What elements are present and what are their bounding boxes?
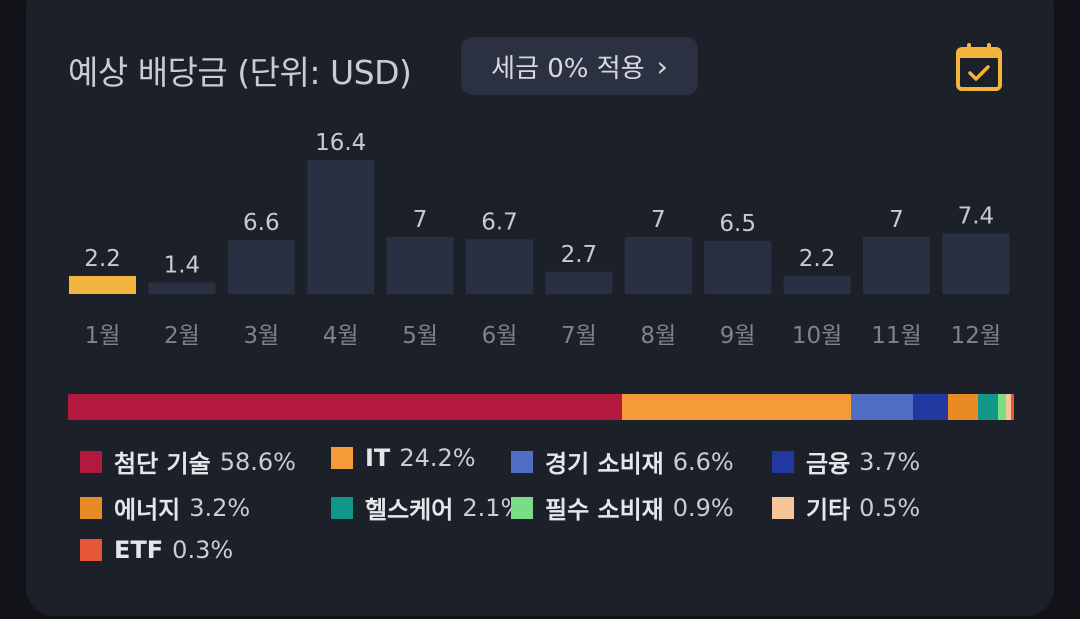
bar-8[interactable] — [624, 236, 692, 294]
legend-percent: 0.3% — [172, 536, 234, 564]
month-tick-label: 10월 — [792, 323, 842, 349]
tax-apply-button[interactable]: 세금 0% 적용 › — [461, 37, 698, 95]
sector-legend: 첨단 기술 58.6% IT 24.2% 경기 소비재 6.6% 금융 3.7% 에너지 3.2%… — [80, 444, 1030, 582]
bar-value-label: 16.4 — [315, 130, 366, 156]
bar-value-label: 7 — [651, 207, 666, 233]
legend-item[interactable]: 필수 소비재 0.9% — [511, 490, 734, 525]
legend-percent: 0.5% — [859, 493, 921, 522]
legend-swatch — [80, 539, 102, 561]
bar-11[interactable] — [863, 236, 930, 294]
month-tick-label: 9월 — [720, 323, 756, 349]
bar-5[interactable] — [386, 236, 454, 294]
legend-row: ETF 0.3% — [80, 536, 1030, 582]
legend-item[interactable]: 헬스케어 2.1% — [331, 490, 523, 525]
legend-name: ETF — [114, 536, 164, 564]
tax-button-label: 세금 0% 적용 — [491, 53, 645, 84]
month-tick-label: 4월 — [323, 323, 359, 349]
legend-item[interactable]: 에너지 3.2% — [80, 490, 250, 525]
legend-percent: 58.6% — [219, 447, 296, 476]
legend-item[interactable]: 금융 3.7% — [772, 444, 920, 479]
bar-4[interactable] — [307, 160, 375, 294]
allocation-segment — [997, 394, 1007, 420]
bar-6[interactable] — [466, 239, 533, 294]
bar-value-label: 2.2 — [84, 246, 121, 272]
legend-name: 필수 소비재 — [545, 496, 664, 524]
legend-swatch — [80, 496, 102, 519]
bar-value-label: 2.2 — [799, 246, 836, 272]
bar-2[interactable] — [148, 282, 216, 294]
legend-name: 금융 — [806, 450, 851, 478]
bar-1[interactable] — [69, 276, 136, 294]
legend-row: 에너지 3.2% 헬스케어 2.1% 필수 소비재 0.9% 기타 0.5% — [80, 490, 1030, 536]
legend-name: 기타 — [806, 496, 851, 524]
legend-percent: 0.9% — [672, 493, 734, 522]
bar-3[interactable] — [227, 240, 295, 294]
month-tick-label: 3월 — [243, 323, 279, 349]
bar-7[interactable] — [545, 271, 613, 294]
month-tick-label: 7월 — [561, 323, 597, 349]
month-tick-label: 6월 — [482, 323, 518, 349]
allocation-segment — [978, 394, 998, 420]
legend-swatch — [331, 496, 353, 519]
legend-percent: 3.7% — [859, 447, 921, 476]
chevron-right-icon: › — [656, 49, 668, 83]
legend-item[interactable]: 경기 소비재 6.6% — [511, 444, 734, 479]
bar-12[interactable] — [942, 233, 1010, 294]
sector-allocation-bar — [68, 394, 1014, 420]
dividend-card — [26, 0, 1054, 616]
bar-value-label: 6.5 — [719, 211, 756, 237]
legend-swatch — [511, 496, 533, 519]
legend-name: 경기 소비재 — [545, 450, 664, 478]
allocation-segment — [947, 394, 979, 420]
legend-swatch — [331, 447, 353, 469]
bar-value-label: 6.7 — [481, 209, 518, 235]
allocation-segment — [1006, 394, 1012, 420]
legend-swatch — [772, 450, 794, 473]
legend-percent: 3.2% — [189, 493, 251, 522]
legend-name: 헬스케어 — [365, 496, 454, 524]
bar-10[interactable] — [783, 276, 851, 294]
allocation-segment — [1011, 394, 1014, 420]
bar-value-label: 7 — [413, 207, 428, 233]
legend-item[interactable]: ETF 0.3% — [80, 536, 233, 564]
legend-row: 첨단 기술 58.6% IT 24.2% 경기 소비재 6.6% 금융 3.7% — [80, 444, 1030, 490]
monthly-dividend-chart: 2.2 1월 1.4 2월 6.6 3월 16.4 4월 7 5월 6.7 6월 2.7 7월 7 8월 6.5… — [69, 130, 1010, 349]
month-tick-label: 11월 — [871, 323, 921, 349]
legend-swatch — [80, 450, 102, 473]
legend-name: 첨단 기술 — [114, 450, 211, 478]
calendar-check-icon[interactable] — [952, 40, 1006, 94]
legend-swatch — [511, 450, 533, 473]
allocation-segment — [621, 394, 851, 420]
month-tick-label: 2월 — [164, 323, 200, 349]
legend-swatch — [772, 496, 794, 519]
bar-9[interactable] — [704, 240, 772, 294]
page-title: 예상 배당금 (단위: USD) — [68, 53, 412, 92]
bar-value-label: 2.7 — [561, 242, 598, 268]
allocation-segment — [912, 394, 948, 420]
month-tick-label: 8월 — [640, 323, 676, 349]
legend-item[interactable]: 기타 0.5% — [772, 490, 920, 525]
allocation-segment — [68, 394, 622, 420]
legend-item[interactable]: IT 24.2% — [331, 444, 476, 472]
legend-percent: 6.6% — [672, 447, 734, 476]
bar-value-label: 1.4 — [164, 253, 201, 279]
month-tick-label: 12월 — [951, 323, 1001, 349]
allocation-segment — [850, 394, 913, 420]
bar-value-label: 7 — [889, 207, 904, 233]
legend-name: IT — [365, 444, 391, 472]
bar-value-label: 7.4 — [958, 204, 995, 230]
legend-name: 에너지 — [114, 496, 181, 524]
legend-item[interactable]: 첨단 기술 58.6% — [80, 444, 296, 479]
bar-value-label: 6.6 — [243, 210, 280, 236]
month-tick-label: 1월 — [85, 323, 121, 349]
legend-percent: 24.2% — [399, 444, 476, 472]
month-tick-label: 5월 — [402, 323, 438, 349]
